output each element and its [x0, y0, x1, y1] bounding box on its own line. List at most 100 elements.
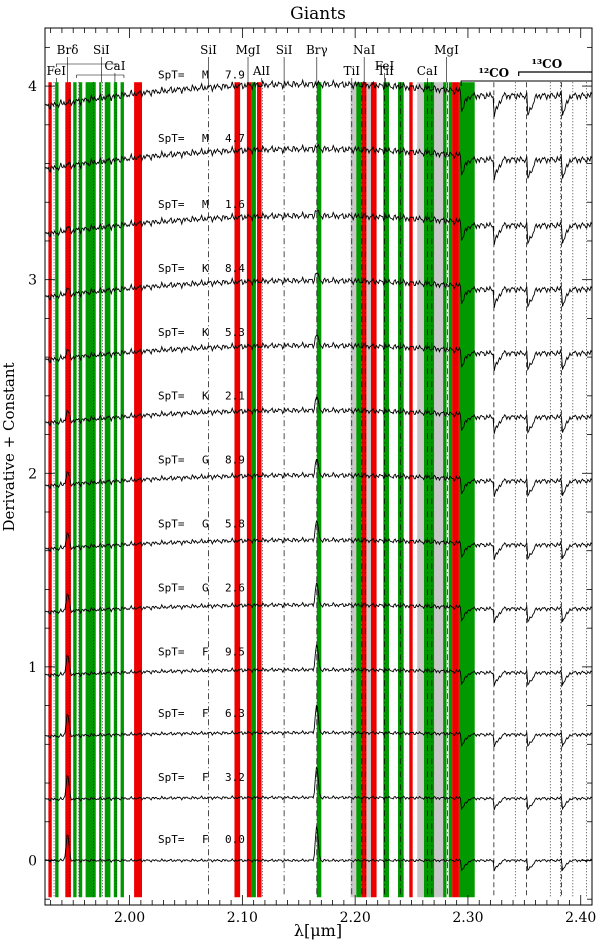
line-label: Brδ — [57, 43, 79, 57]
spt-label-class: K — [202, 390, 209, 403]
line-label: MgI — [434, 43, 459, 57]
spt-label-class: M — [202, 132, 209, 145]
spt-label-subtype: 7.9 — [225, 68, 245, 81]
y-tick-label: 2 — [28, 466, 37, 482]
spectrum-line — [44, 458, 593, 498]
line-label: TiI — [377, 64, 394, 78]
y-tick-label: 4 — [28, 79, 37, 95]
spt-label-class: G — [202, 454, 209, 467]
y-axis-label: Derivative + Constant — [0, 362, 18, 531]
spt-label-class: K — [202, 326, 209, 339]
spectrum-line — [44, 520, 593, 561]
bracket — [76, 74, 125, 78]
spt-label-subtype: 0.0 — [225, 833, 245, 846]
spt-label-subtype: 2.6 — [225, 581, 245, 594]
spt-label-prefix: SpT= — [158, 581, 185, 594]
green-band — [99, 82, 102, 898]
red-band — [246, 82, 252, 898]
spt-label-prefix: SpT= — [158, 454, 185, 467]
axes: 2.00 2.10 2.20 2.30 2.40 0 1 2 3 4 — [28, 27, 596, 926]
green-band — [443, 82, 447, 898]
spt-label-subtype: 5.3 — [225, 326, 245, 339]
spt-label-class: M — [202, 198, 209, 211]
chart-title: Giants — [290, 4, 346, 24]
x-tick-label: 2.20 — [340, 910, 371, 926]
green-band — [458, 82, 475, 898]
plot-frame — [44, 27, 593, 906]
green-band — [55, 82, 59, 898]
spt-label-prefix: SpT= — [158, 390, 185, 403]
x-tick-label: 2.00 — [114, 910, 145, 926]
spectrum-line — [44, 143, 593, 181]
green-band — [113, 82, 118, 898]
spt-label-prefix: SpT= — [158, 132, 185, 145]
green-band — [316, 82, 322, 898]
spectrum-line — [44, 582, 593, 624]
spectrum-line — [44, 766, 593, 811]
spectrum-line — [44, 826, 593, 872]
x-axis-label: λ[μm] — [294, 921, 342, 940]
spt-label-class: F — [202, 833, 209, 846]
x-tick-label: 2.40 — [565, 910, 596, 926]
red-band — [134, 82, 142, 898]
spt-label-subtype: 9.5 — [225, 645, 245, 658]
green-band — [104, 82, 111, 898]
red-band — [234, 82, 241, 898]
x-tick-label: 2.30 — [452, 910, 483, 926]
spt-label-prefix: SpT= — [158, 326, 185, 339]
spt-label-class: K — [202, 262, 209, 275]
gray-band — [434, 82, 444, 898]
spt-label-prefix: SpT= — [158, 707, 185, 720]
red-band — [65, 82, 71, 898]
spt-label-prefix: SpT= — [158, 645, 185, 658]
green-band — [423, 82, 435, 898]
spt-label-class: G — [202, 581, 209, 594]
spectra-series: SpT= M 7.9 SpT= M 4.7 SpT= M 1.6 SpT= K 8.4 SpT= K 5.3… — [44, 68, 593, 872]
green-band — [398, 82, 404, 898]
red-band — [361, 82, 367, 898]
line-label: SiI — [276, 43, 293, 57]
spectrum-line — [44, 704, 593, 748]
line-label: MgI — [236, 43, 261, 57]
spt-label-subtype: 1.6 — [225, 198, 245, 211]
spt-label-prefix: SpT= — [158, 771, 185, 784]
spectrum-line — [44, 334, 593, 372]
green-band — [251, 82, 256, 898]
gray-band — [366, 82, 371, 898]
co12-label: ¹²CO — [479, 66, 510, 80]
line-label: Brγ — [306, 43, 328, 57]
spt-label-subtype: 8.9 — [225, 454, 245, 467]
green-band — [85, 82, 96, 898]
spt-label-subtype: 8.4 — [225, 262, 245, 275]
red-band — [452, 82, 459, 898]
red-band — [257, 82, 262, 898]
line-label: FeI — [47, 64, 67, 78]
spt-label-subtype: 5.8 — [225, 517, 245, 530]
spt-label-class: G — [202, 517, 209, 530]
spt-label-prefix: SpT= — [158, 198, 185, 211]
spt-label-class: F — [202, 707, 209, 720]
y-tick-label: 0 — [28, 853, 37, 869]
line-label: CaI — [104, 59, 125, 73]
co12-bracket — [460, 80, 592, 86]
spectrum-line — [44, 78, 593, 118]
line-label: FeI — [375, 59, 395, 73]
line-label: SiI — [93, 43, 110, 57]
x-tick-label: 2.10 — [227, 910, 258, 926]
co13-bracket — [518, 71, 592, 76]
spt-label-subtype: 2.1 — [225, 390, 245, 403]
spt-label-subtype: 6.3 — [225, 707, 245, 720]
spectrum-line — [44, 396, 593, 435]
green-band — [78, 82, 83, 898]
spectrum-line — [44, 209, 593, 246]
spt-label-prefix: SpT= — [158, 262, 185, 275]
spt-label-class: F — [202, 771, 209, 784]
co13-label: ¹³CO — [532, 57, 563, 71]
spt-label-class: F — [202, 645, 209, 658]
green-band — [383, 82, 389, 898]
line-label: NaI — [353, 43, 376, 57]
red-band — [409, 82, 413, 898]
line-label: SiI — [200, 43, 217, 57]
